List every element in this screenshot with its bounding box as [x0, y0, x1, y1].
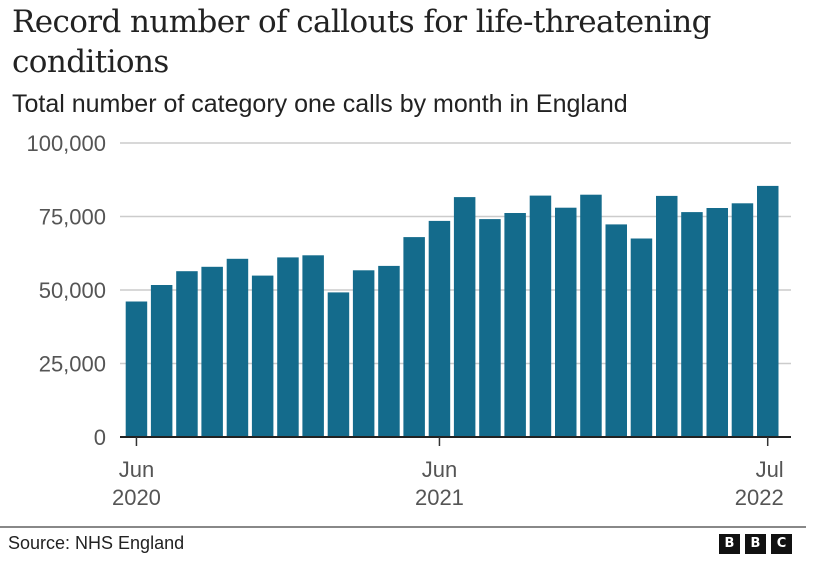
- bar: Jun 2022: 79500: [731, 203, 754, 437]
- x-tick-label: 2020: [112, 485, 161, 510]
- y-tick-label: 25,000: [39, 352, 106, 377]
- bar: Jul 2021: 81600: [453, 197, 476, 437]
- x-tick-label: Jun: [119, 457, 154, 482]
- bar: Jun 2020: 46100: [125, 301, 148, 437]
- bar: Oct 2021: 82100: [529, 195, 552, 437]
- y-tick-label: 75,000: [39, 205, 106, 230]
- x-tick-label: Jul: [756, 457, 784, 482]
- y-tick-label: 0: [94, 425, 106, 450]
- bar: Jun 2021: 73500: [428, 220, 451, 437]
- bar: Nov 2020: 54900: [251, 275, 274, 437]
- bar: Jul 2020: 51700: [150, 285, 173, 437]
- bar: Aug 2020: 56400: [176, 271, 198, 437]
- x-axis-ticks: Jun 2020 Jun 2021 Jul 2022: [112, 437, 784, 510]
- bar: Dec 2020: 61100: [277, 257, 299, 437]
- bar: Nov 2021: 78000: [555, 207, 577, 437]
- bar: Mar 2021: 56700: [352, 270, 375, 437]
- bar: Sep 2020: 57900: [201, 266, 223, 437]
- bar: Feb 2021: 49200: [327, 292, 350, 437]
- y-axis-labels: 0 25,000 50,000 75,000 100,000: [26, 131, 106, 450]
- footer-divider: [0, 526, 806, 528]
- bar: May 2021: 68000: [403, 237, 425, 437]
- bar: May 2022: 77900: [706, 208, 728, 437]
- bar: Sep 2021: 76200: [504, 213, 526, 437]
- bar: Apr 2021: 58200: [378, 265, 400, 437]
- bar: Apr 2022: 76500: [681, 212, 703, 437]
- bar: Dec 2021: 82400: [580, 194, 602, 437]
- bar: Jul 2022: 85400: [757, 185, 779, 437]
- x-tick-label: Jun: [422, 457, 457, 482]
- x-tick-label: 2022: [735, 485, 784, 510]
- bars: Jun 2020: 46100Jul 2020: 51700Aug 2020: …: [125, 185, 779, 437]
- bar: Jan 2021: 61800: [302, 255, 324, 437]
- bbc-logo-letter: B: [719, 534, 740, 554]
- bar: Aug 2021: 74100: [479, 219, 501, 437]
- bar: Oct 2020: 60600: [226, 258, 249, 437]
- bar: Feb 2022: 67500: [630, 238, 653, 437]
- bar-chart: 0 25,000 50,000 75,000 100,000 Jun 2020: 461…: [26, 131, 791, 510]
- bar: Mar 2022: 82000: [656, 195, 678, 437]
- bbc-logo: B B C: [719, 534, 792, 554]
- y-tick-label: 50,000: [39, 278, 106, 303]
- bbc-logo-letter: B: [745, 534, 766, 554]
- chart-subtitle: Total number of category one calls by mo…: [12, 90, 628, 118]
- x-tick-label: 2021: [415, 485, 464, 510]
- chart-title: Record number of callouts for life-threa…: [12, 4, 711, 80]
- bar: Jan 2022: 72300: [605, 224, 627, 437]
- bbc-logo-letter: C: [771, 534, 792, 554]
- source-note: Source: NHS England: [8, 533, 185, 553]
- y-tick-label: 100,000: [26, 131, 106, 156]
